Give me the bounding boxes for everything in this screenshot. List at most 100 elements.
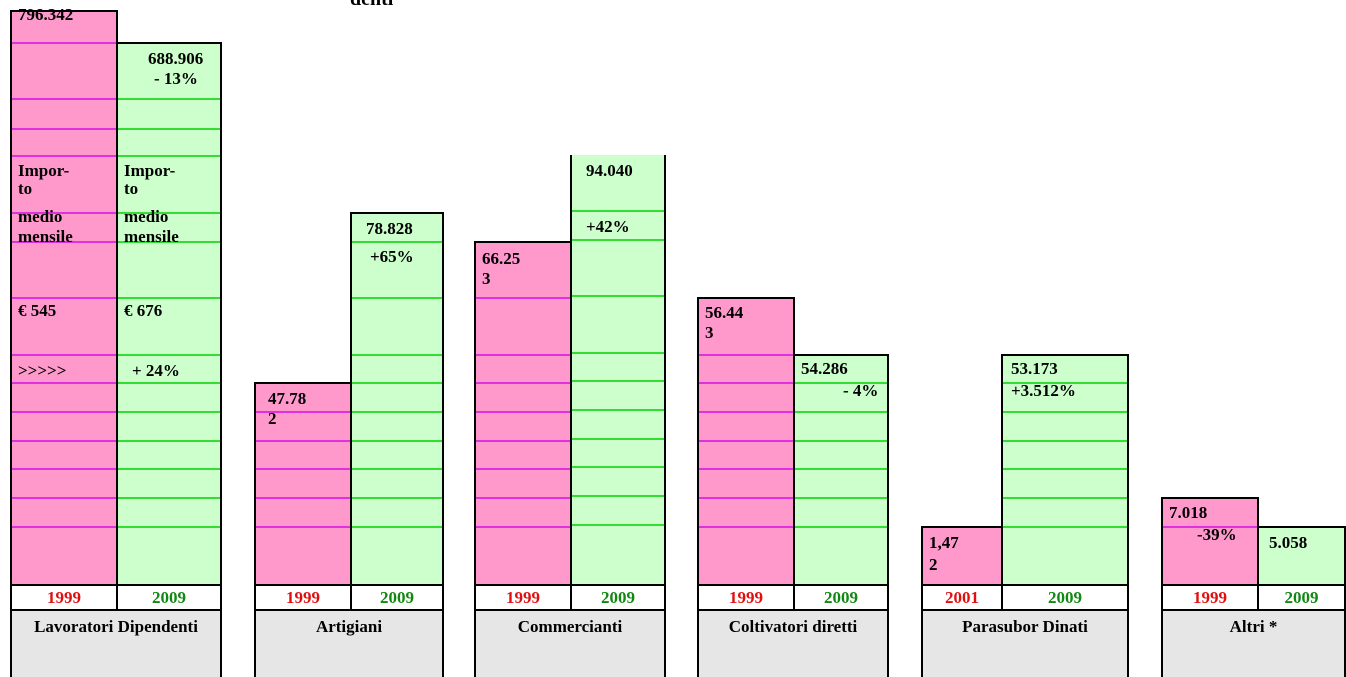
grid-line — [352, 468, 442, 470]
grid-line — [118, 155, 220, 157]
grid-line — [12, 42, 116, 44]
grid-line — [352, 497, 442, 499]
grid-line — [476, 468, 570, 470]
grid-line — [572, 495, 664, 497]
bar: 56.44 3 — [697, 297, 795, 584]
year-label: 2009 — [350, 584, 444, 611]
grid-line — [572, 380, 664, 382]
title: denti — [350, 0, 393, 11]
grid-line — [1163, 526, 1257, 528]
grid-line — [699, 440, 793, 442]
bar-text: 66.25 — [482, 249, 521, 268]
grid-line — [256, 411, 350, 413]
bar-text: 688.906 — [148, 49, 204, 68]
grid-line — [1003, 497, 1127, 499]
bar-text: +3.512% — [1011, 381, 1076, 400]
year-label: 1999 — [474, 584, 572, 611]
grid-line — [476, 440, 570, 442]
grid-line — [118, 440, 220, 442]
bar: 54.286 - 4% — [793, 354, 889, 584]
grid-line — [256, 526, 350, 528]
grid-line — [12, 212, 116, 214]
grid-line — [256, 468, 350, 470]
grid-line — [352, 354, 442, 356]
bar: 53.173 +3.512% — [1001, 354, 1129, 584]
grid-line — [352, 526, 442, 528]
grid-line — [352, 297, 442, 299]
grid-line — [795, 468, 887, 470]
bar: 5.058 — [1257, 526, 1346, 584]
year-label: 2001 — [921, 584, 1003, 611]
bar-text: 5.058 — [1269, 533, 1308, 552]
grid-line — [118, 241, 220, 243]
grid-line — [795, 411, 887, 413]
grid-line — [352, 411, 442, 413]
bar-text: -39% — [1197, 525, 1237, 544]
grid-line — [118, 128, 220, 130]
group-label: Parasubor Dinati — [921, 611, 1129, 677]
grid-line — [12, 468, 116, 470]
grid-line — [795, 497, 887, 499]
grid-line — [1003, 440, 1127, 442]
grid-line — [795, 440, 887, 442]
bar: 688.906- 13% Impor-to medio mensile € 676 + 2… — [116, 42, 222, 584]
bar-text: >>>>> — [18, 361, 67, 380]
bar-text: 1,47 — [929, 533, 959, 552]
year-label: 1999 — [697, 584, 795, 611]
bar-text: 94.040 — [586, 161, 633, 180]
bar-text: to — [124, 179, 139, 198]
grid-line — [795, 526, 887, 528]
grid-line — [476, 497, 570, 499]
grid-line — [12, 241, 116, 243]
grid-line — [572, 438, 664, 440]
grid-line — [699, 382, 793, 384]
bar-text: - 13% — [154, 69, 198, 88]
bar-text: 54.286 — [801, 359, 848, 378]
group-label: Artigiani — [254, 611, 444, 677]
bar-text: +42% — [586, 217, 630, 236]
year-label: 2009 — [1001, 584, 1129, 611]
grid-line — [699, 411, 793, 413]
bar-text: mensile — [18, 227, 73, 246]
grid-line — [118, 354, 220, 356]
grid-line — [12, 354, 116, 356]
grid-line — [118, 468, 220, 470]
group-label: Lavoratori Dipendenti — [10, 611, 222, 677]
bar: 796.342 Impor-to medio mensile € 545 >>>>> — [10, 6, 118, 584]
bar: 7.018 -39% — [1161, 497, 1259, 584]
group-label: Coltivatori diretti — [697, 611, 889, 677]
grid-line — [12, 382, 116, 384]
grid-line — [476, 411, 570, 413]
grid-line — [12, 155, 116, 157]
bar: 47.78 2 — [254, 382, 352, 584]
bar-text: +65% — [370, 247, 414, 266]
grid-line — [1003, 382, 1127, 384]
bar-text: 3 — [705, 323, 714, 342]
bar-text: 3 — [482, 269, 491, 288]
bar-text: - 4% — [843, 381, 879, 400]
grid-line — [118, 497, 220, 499]
year-label: 2009 — [116, 584, 222, 611]
year-label: 2009 — [570, 584, 666, 611]
bar-text: € 545 — [18, 301, 57, 320]
bar: 66.25 3 — [474, 241, 572, 584]
grid-line — [476, 526, 570, 528]
grid-line — [12, 497, 116, 499]
grid-line — [1003, 411, 1127, 413]
grid-line — [572, 352, 664, 354]
bar-text: 78.828 — [366, 219, 413, 238]
grid-line — [572, 239, 664, 241]
year-label: 2009 — [1257, 584, 1346, 611]
bar-text: 2 — [929, 555, 938, 574]
grid-line — [118, 411, 220, 413]
grid-line — [118, 212, 220, 214]
bar-text: 796.342 — [18, 5, 74, 24]
grid-line — [699, 468, 793, 470]
year-label: 1999 — [254, 584, 352, 611]
bar: 94.040 +42% — [570, 155, 666, 584]
grid-line — [572, 295, 664, 297]
grid-line — [12, 98, 116, 100]
grid-line — [352, 241, 442, 243]
grid-line — [1003, 468, 1127, 470]
